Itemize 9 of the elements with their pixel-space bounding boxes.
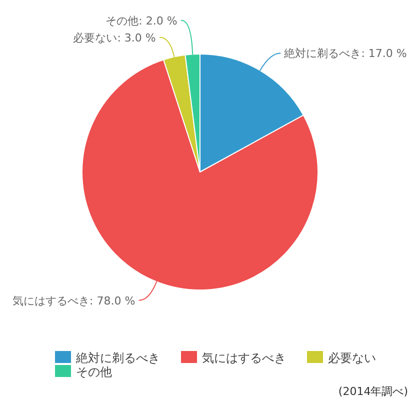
legend-label: 必要ない bbox=[328, 351, 376, 365]
legend-label: 気にはするべき bbox=[202, 351, 286, 365]
data-label: 絶対に剃るべき: 17.0 % bbox=[283, 47, 407, 60]
data-label: 必要ない: 3.0 % bbox=[73, 31, 156, 44]
text: (2014年調べ) bbox=[338, 385, 408, 398]
legend-label: 絶対に剃るべき bbox=[75, 351, 160, 365]
data-label: その他: 2.0 % bbox=[106, 14, 178, 28]
data-label: 気にはするべき: 78.0 % bbox=[12, 294, 136, 308]
legend-label: その他 bbox=[76, 365, 112, 379]
